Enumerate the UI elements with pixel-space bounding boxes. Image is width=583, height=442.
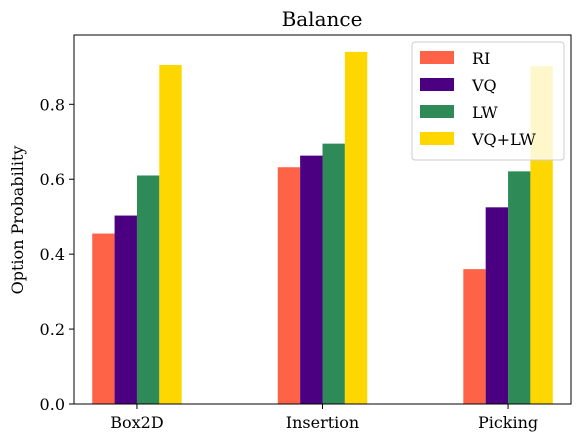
bar-LW-Box2D [136,175,160,404]
axes-frame [73,34,572,405]
legend-label-LW: LW [472,103,498,122]
legend-swatch-LW [420,105,454,118]
bar-RI-Insertion [277,167,301,404]
y-tick-label: 0.2 [40,320,65,339]
plot-area [92,51,553,405]
y-tick-label: 0.0 [40,395,65,414]
y-tick-label: 0.6 [40,170,65,189]
x-tick-label: Insertion [286,413,359,432]
legend-swatch-VQ [420,78,454,91]
legend-box [411,41,565,161]
legend-swatch-VQ+LW [420,132,454,145]
bar-RI-Picking [463,269,486,404]
bar-LW-Picking [508,171,531,404]
legend-swatch-RI [420,51,454,64]
legend-label-VQ+LW: VQ+LW [471,130,536,149]
bar-RI-Box2D [92,233,115,404]
y-tick-label: 0.8 [40,95,65,114]
bar-VQ-Picking [485,207,509,404]
y-axis-label: Option Probability [8,146,27,295]
y-tick-label: 0.4 [40,245,65,264]
bar-VQ-Insertion [300,155,323,404]
legend: RI VQ LW VQ+LW [411,41,565,161]
chart-title: Balance [282,7,363,31]
bar-VQ+LW-Insertion [344,51,368,404]
bar-VQ+LW-Box2D [159,64,182,404]
x-tick-label: Box2D [110,413,163,432]
legend-label-RI: RI [472,49,490,68]
legend-label-VQ: VQ [471,76,497,95]
bar-LW-Insertion [322,143,345,404]
bar-VQ-Box2D [114,215,137,404]
x-tick-label: Picking [478,413,538,432]
axes: Box2D Insertion Picking 0.0 0.2 0.4 0.6 0.8 [40,34,572,432]
